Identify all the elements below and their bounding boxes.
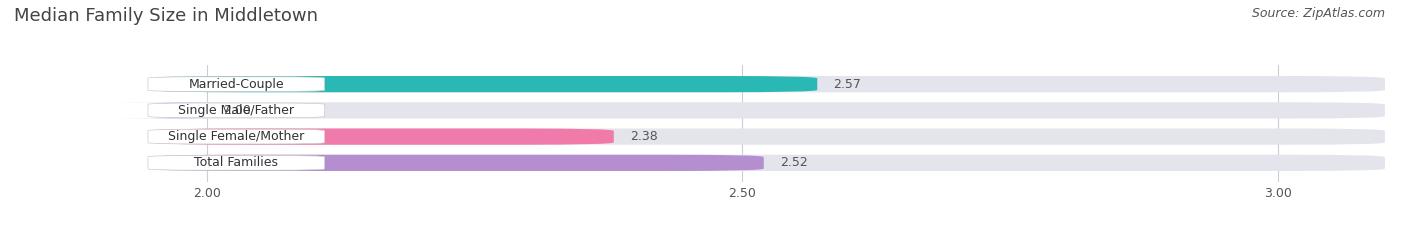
FancyBboxPatch shape <box>153 155 763 171</box>
Text: Single Male/Father: Single Male/Father <box>179 104 294 117</box>
FancyBboxPatch shape <box>153 155 1385 171</box>
Text: Source: ZipAtlas.com: Source: ZipAtlas.com <box>1251 7 1385 20</box>
FancyBboxPatch shape <box>111 102 250 119</box>
Text: 2.00: 2.00 <box>224 104 250 117</box>
FancyBboxPatch shape <box>148 129 325 144</box>
Text: Married-Couple: Married-Couple <box>188 78 284 91</box>
FancyBboxPatch shape <box>153 76 817 92</box>
Text: 2.38: 2.38 <box>630 130 658 143</box>
Text: Single Female/Mother: Single Female/Mother <box>169 130 305 143</box>
FancyBboxPatch shape <box>153 76 1385 92</box>
FancyBboxPatch shape <box>148 155 325 170</box>
Text: Total Families: Total Families <box>194 156 278 169</box>
FancyBboxPatch shape <box>148 103 325 118</box>
Text: 2.52: 2.52 <box>780 156 807 169</box>
Text: 2.57: 2.57 <box>834 78 862 91</box>
FancyBboxPatch shape <box>153 102 1385 119</box>
Text: Median Family Size in Middletown: Median Family Size in Middletown <box>14 7 318 25</box>
FancyBboxPatch shape <box>153 128 1385 145</box>
FancyBboxPatch shape <box>148 77 325 92</box>
FancyBboxPatch shape <box>153 128 614 145</box>
